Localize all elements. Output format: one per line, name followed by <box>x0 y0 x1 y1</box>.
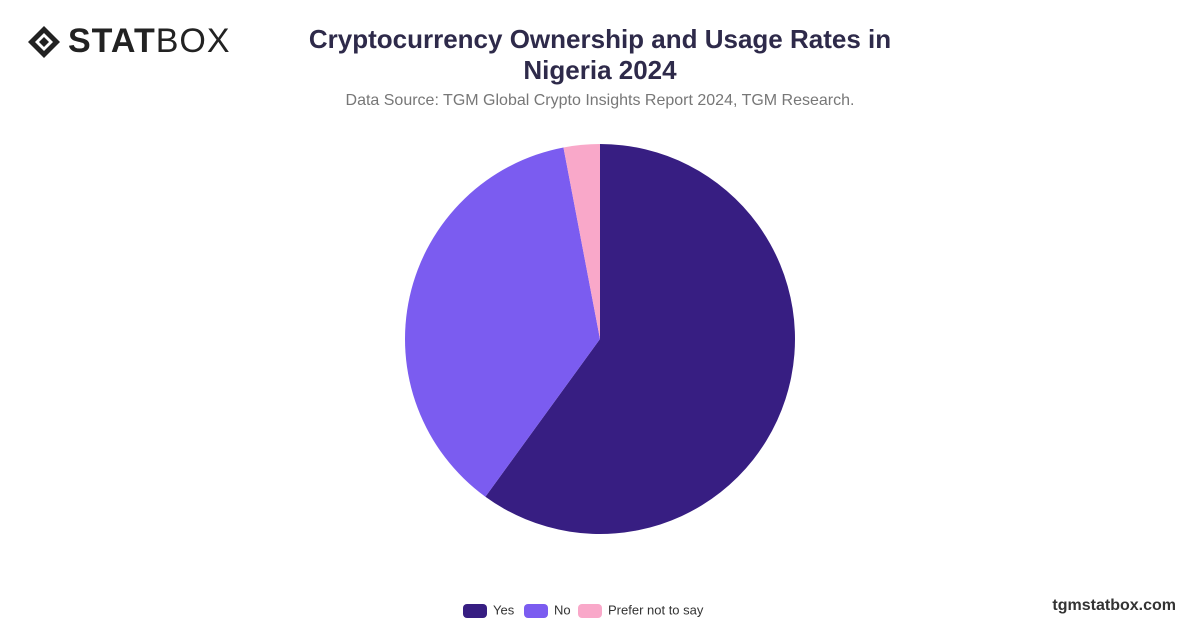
legend-swatch <box>578 604 602 618</box>
legend-swatch <box>524 604 548 618</box>
pie-slice <box>563 144 600 339</box>
legend-label: Yes <box>493 602 515 617</box>
logo-icon <box>28 25 60 58</box>
logo-bold: STAT <box>68 22 156 60</box>
logo-light: BOX <box>155 22 231 60</box>
logo: STATBOX <box>26 22 231 61</box>
legend-label: No <box>554 602 571 617</box>
pie-slice <box>485 144 795 535</box>
pie-slice <box>405 147 600 497</box>
footer: tgmstatbox.com <box>1052 597 1176 614</box>
chart-title: Cryptocurrency Ownership and Usage Rates… <box>308 24 892 85</box>
legend-label: Prefer not to say <box>608 602 704 617</box>
legend-swatch <box>463 604 487 618</box>
chart-subtitle: Data Source: TGM Global Crypto Insights … <box>345 92 855 109</box>
